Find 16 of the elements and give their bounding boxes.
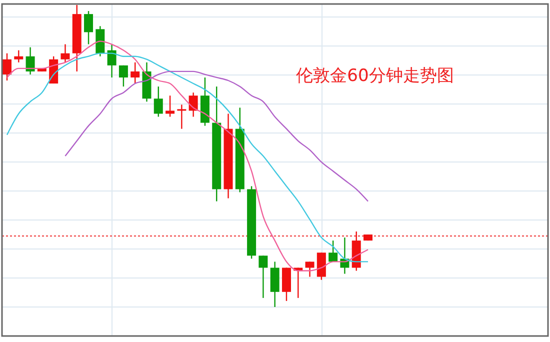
- candlestick: [305, 261, 314, 278]
- text: 伦敦金60分钟走势图: [296, 66, 454, 86]
- candlestick: [177, 104, 186, 130]
- candlestick: [26, 46, 35, 76]
- candlestick: [60, 44, 70, 63]
- candlestick: [2, 52, 12, 82]
- candlestick: [188, 92, 198, 118]
- candlestick: [130, 62, 140, 84]
- candlestick: [107, 44, 116, 78]
- candlestick: [154, 86, 163, 118]
- candlestick: [118, 64, 128, 88]
- candlestick: [84, 10, 94, 45]
- candlestick: [14, 50, 24, 63]
- candlestick: [258, 255, 268, 299]
- candlestick: [166, 95, 175, 118]
- candlestick: [328, 240, 338, 262]
